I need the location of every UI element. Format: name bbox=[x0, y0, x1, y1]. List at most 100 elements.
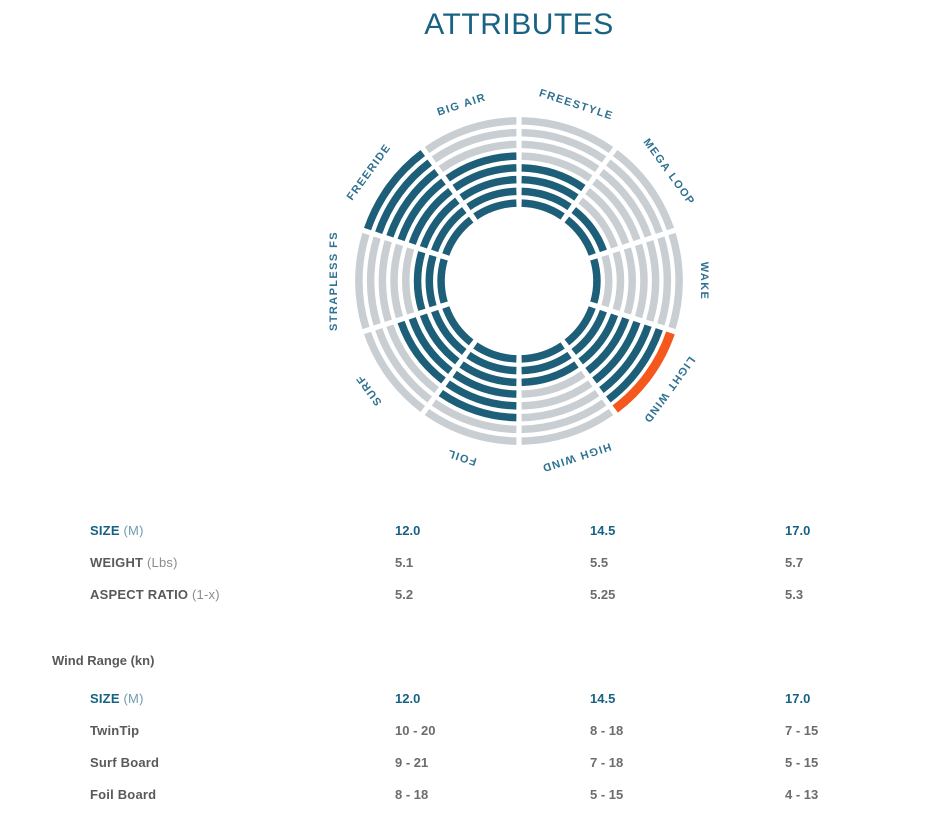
chart-arc bbox=[599, 324, 652, 393]
chart-arc bbox=[438, 389, 517, 422]
cell-value: 8 - 18 bbox=[395, 786, 429, 802]
chart-arc bbox=[375, 328, 432, 403]
table-row: Surf Board 9 - 21 7 - 18 5 - 15 bbox=[90, 746, 860, 778]
row-label: SIZE (M) bbox=[90, 691, 395, 706]
chart-arc bbox=[521, 389, 600, 422]
chart-arc bbox=[668, 232, 683, 330]
row-label-text: SIZE bbox=[90, 690, 120, 706]
cell-value: 9 - 21 bbox=[395, 754, 429, 770]
table-row: TwinTip 10 - 20 8 - 18 7 - 15 bbox=[90, 714, 860, 746]
page-title: ATTRIBUTES bbox=[424, 8, 614, 41]
chart-arc bbox=[378, 240, 392, 322]
chart-sector-strapless-fs[interactable] bbox=[355, 232, 448, 330]
table-row: WEIGHT (Lbs) 5.1 5.5 5.7 bbox=[90, 546, 860, 578]
chart-arc bbox=[521, 128, 607, 163]
cell-value: 5.3 bbox=[785, 586, 804, 602]
chart-sector-high-wind[interactable] bbox=[521, 342, 614, 445]
cell-value: 7 - 18 bbox=[590, 754, 624, 770]
chart-arc bbox=[592, 320, 641, 384]
chart-sector-surf[interactable] bbox=[363, 306, 474, 412]
chart-arc bbox=[599, 169, 652, 238]
cell-value: 5.5 bbox=[590, 554, 609, 570]
cell-value: 7 - 15 bbox=[785, 722, 819, 738]
chart-arc bbox=[459, 175, 517, 201]
cell-value: 4 - 13 bbox=[785, 786, 819, 802]
chart-arc bbox=[585, 188, 630, 245]
chart-arc bbox=[521, 370, 586, 398]
chart-arc bbox=[466, 187, 517, 211]
chart-arc bbox=[571, 207, 607, 253]
chart-arc bbox=[521, 199, 565, 220]
chart-arc bbox=[612, 150, 675, 231]
chart-arc bbox=[521, 408, 614, 445]
chart-arc bbox=[366, 236, 381, 326]
chart-sector-freestyle[interactable] bbox=[521, 117, 614, 220]
chart-sector-freeride[interactable] bbox=[363, 150, 474, 256]
chart-arc bbox=[363, 331, 426, 412]
chart-sector-label[interactable]: SURF bbox=[354, 372, 385, 408]
chart-sector-label[interactable]: WAKE bbox=[698, 262, 710, 301]
chart-arc bbox=[397, 178, 446, 242]
cell-value: 14.5 bbox=[590, 522, 616, 538]
cell-value: 10 - 20 bbox=[395, 722, 436, 738]
cell-value: 8 - 18 bbox=[590, 722, 624, 738]
chart-sector-foil[interactable] bbox=[424, 342, 517, 445]
chart-sector-mega-loop[interactable] bbox=[564, 150, 675, 256]
chart-arc bbox=[521, 175, 579, 201]
chart-arc bbox=[408, 317, 453, 374]
chart-arc bbox=[564, 306, 596, 346]
row-label-text: WEIGHT bbox=[90, 554, 144, 570]
cell-value: 14.5 bbox=[590, 690, 616, 706]
chart-arc bbox=[564, 216, 596, 256]
chart-arc-highlight bbox=[612, 331, 675, 413]
chart-arc bbox=[473, 342, 517, 363]
chart-arc bbox=[466, 351, 517, 375]
chart-sector-label[interactable]: FREESTYLE bbox=[538, 87, 615, 122]
chart-sector-label[interactable]: HIGH WIND bbox=[540, 440, 613, 474]
chart-arc bbox=[521, 187, 572, 211]
chart-arc bbox=[419, 197, 460, 249]
chart-arc bbox=[571, 309, 607, 355]
table-row: SIZE (M) 12.0 14.5 17.0 bbox=[90, 514, 860, 546]
chart-arc bbox=[578, 197, 619, 249]
chart-arc bbox=[445, 380, 517, 410]
chart-sector-label[interactable]: STRAPLESS FS bbox=[328, 231, 340, 331]
chart-arc bbox=[431, 128, 517, 163]
cell-value: 17.0 bbox=[785, 690, 811, 706]
chart-arc bbox=[375, 159, 432, 234]
chart-arc bbox=[442, 216, 474, 256]
cell-value: 5.1 bbox=[395, 554, 414, 570]
chart-arc bbox=[646, 240, 660, 322]
chart-sector-light-wind[interactable] bbox=[564, 306, 675, 413]
row-label: ASPECT RATIO (1-x) bbox=[90, 587, 395, 602]
chart-arc bbox=[521, 140, 600, 173]
chart-arc bbox=[578, 313, 619, 365]
chart-sector-label[interactable]: BIG AIR bbox=[436, 91, 488, 118]
chart-sector-big-air[interactable] bbox=[424, 117, 517, 220]
cell-value: 5.2 bbox=[395, 586, 414, 602]
chart-arc bbox=[521, 380, 593, 410]
row-label: SIZE (M) bbox=[90, 523, 395, 538]
wind-range-table: SIZE (M) 12.0 14.5 17.0 TwinTip 10 - 20 8 - 18… bbox=[90, 682, 860, 810]
chart-sector-label[interactable]: LIGHT WIND bbox=[641, 354, 697, 425]
chart-arc bbox=[452, 370, 517, 398]
row-label-text: Surf Board bbox=[90, 754, 160, 770]
table-row: Foil Board 8 - 18 5 - 15 4 - 13 bbox=[90, 778, 860, 810]
row-label: Surf Board bbox=[90, 755, 395, 770]
chart-arc bbox=[424, 408, 517, 445]
chart-arc bbox=[521, 117, 614, 154]
chart-arc bbox=[431, 399, 517, 434]
cell-value: 5.7 bbox=[785, 554, 804, 570]
chart-arc bbox=[419, 313, 460, 365]
row-label: WEIGHT (Lbs) bbox=[90, 555, 395, 570]
chart-arc bbox=[623, 247, 636, 315]
row-label-text: ASPECT RATIO bbox=[90, 586, 189, 602]
chart-arc bbox=[592, 178, 641, 242]
chart-sector-wake[interactable] bbox=[590, 232, 683, 330]
chart-sector-label[interactable]: MEGA LOOP bbox=[641, 137, 697, 208]
chart-arc bbox=[459, 361, 517, 387]
row-unit: (M) bbox=[119, 690, 144, 706]
wind-range-heading: Wind Range (kn) bbox=[52, 653, 155, 668]
chart-sector-label[interactable]: FOIL bbox=[445, 447, 478, 468]
